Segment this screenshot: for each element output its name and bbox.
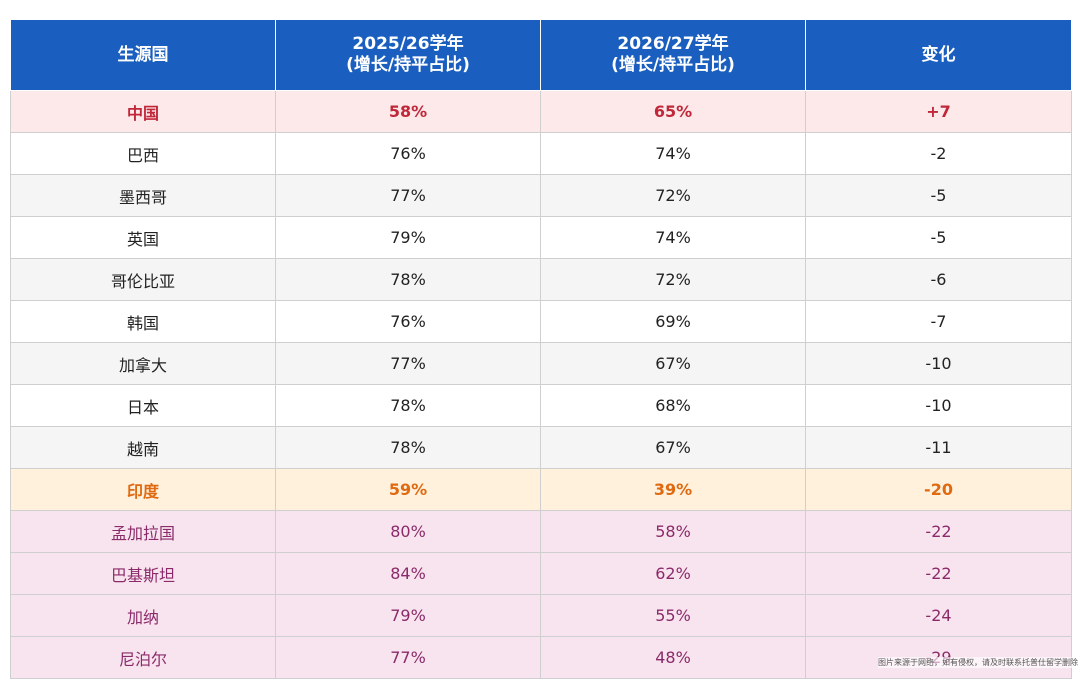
data-table: 生源国 2025/26学年 (增长/持平占比) 2026/27学年 (增长/持平…	[10, 19, 1072, 679]
cell-change: -5	[805, 216, 1072, 259]
table-row: 越南 78% 67% -11	[10, 426, 1072, 469]
cell-change: -10	[805, 342, 1072, 385]
cell-change: -10	[805, 384, 1072, 427]
header-2025: 2025/26学年 (增长/持平占比)	[275, 19, 541, 91]
cell-country: 孟加拉国	[10, 510, 276, 553]
cell-2026: 48%	[540, 636, 806, 679]
table-row: 巴基斯坦 84% 62% -22	[10, 552, 1072, 595]
cell-country: 尼泊尔	[10, 636, 276, 679]
header-2026-label: 2026/27学年	[617, 34, 729, 54]
cell-2026: 55%	[540, 594, 806, 637]
cell-change: -7	[805, 300, 1072, 343]
cell-2026: 39%	[540, 468, 806, 511]
cell-country: 越南	[10, 426, 276, 469]
cell-change: -22	[805, 552, 1072, 595]
header-country: 生源国	[10, 19, 276, 91]
cell-2026: 72%	[540, 258, 806, 301]
cell-country: 韩国	[10, 300, 276, 343]
cell-country: 哥伦比亚	[10, 258, 276, 301]
cell-2025: 77%	[275, 342, 541, 385]
table-row: 印度 59% 39% -20	[10, 468, 1072, 511]
cell-country: 印度	[10, 468, 276, 511]
cell-2025: 59%	[275, 468, 541, 511]
cell-2026: 67%	[540, 426, 806, 469]
table-row: 墨西哥 77% 72% -5	[10, 174, 1072, 217]
cell-change: -5	[805, 174, 1072, 217]
table-body: 中国 58% 65% +7 巴西 76% 74% -2 墨西哥 77% 72% -5 英国 79% 74% -…	[10, 90, 1072, 679]
cell-change: -24	[805, 594, 1072, 637]
header-change: 变化	[805, 19, 1072, 91]
table-row: 日本 78% 68% -10	[10, 384, 1072, 427]
cell-change: -22	[805, 510, 1072, 553]
header-2025-label: 2025/26学年	[352, 34, 464, 54]
table-row: 英国 79% 74% -5	[10, 216, 1072, 259]
cell-2026: 67%	[540, 342, 806, 385]
cell-country: 英国	[10, 216, 276, 259]
cell-country: 巴基斯坦	[10, 552, 276, 595]
header-change-label: 变化	[921, 44, 956, 65]
table-row: 哥伦比亚 78% 72% -6	[10, 258, 1072, 301]
cell-2025: 80%	[275, 510, 541, 553]
cell-2025: 78%	[275, 258, 541, 301]
cell-2026: 69%	[540, 300, 806, 343]
cell-2025: 76%	[275, 132, 541, 175]
table-row: 韩国 76% 69% -7	[10, 300, 1072, 343]
table-row: 孟加拉国 80% 58% -22	[10, 510, 1072, 553]
cell-2026: 72%	[540, 174, 806, 217]
header-2026-sub: (增长/持平占比)	[611, 55, 735, 75]
table-row: 中国 58% 65% +7	[10, 90, 1072, 133]
cell-2025: 79%	[275, 594, 541, 637]
table-row: 加纳 79% 55% -24	[10, 594, 1072, 637]
cell-2025: 76%	[275, 300, 541, 343]
cell-2026: 74%	[540, 216, 806, 259]
header-row: 生源国 2025/26学年 (增长/持平占比) 2026/27学年 (增长/持平…	[10, 19, 1072, 91]
cell-2025: 78%	[275, 426, 541, 469]
table-row: 加拿大 77% 67% -10	[10, 342, 1072, 385]
cell-2026: 65%	[540, 90, 806, 133]
cell-country: 日本	[10, 384, 276, 427]
header-country-label: 生源国	[117, 44, 169, 65]
cell-2025: 78%	[275, 384, 541, 427]
header-2026: 2026/27学年 (增长/持平占比)	[540, 19, 806, 91]
cell-country: 中国	[10, 90, 276, 133]
cell-2026: 58%	[540, 510, 806, 553]
cell-country: 墨西哥	[10, 174, 276, 217]
cell-change: -20	[805, 468, 1072, 511]
watermark-text: 图片来源于网络，如有侵权，请及时联系托普仕留学删除	[878, 657, 1078, 668]
cell-country: 巴西	[10, 132, 276, 175]
cell-change: +7	[805, 90, 1072, 133]
cell-2025: 58%	[275, 90, 541, 133]
cell-2026: 74%	[540, 132, 806, 175]
cell-change: -2	[805, 132, 1072, 175]
table-row: 巴西 76% 74% -2	[10, 132, 1072, 175]
cell-2025: 77%	[275, 174, 541, 217]
cell-2025: 79%	[275, 216, 541, 259]
cell-country: 加拿大	[10, 342, 276, 385]
cell-2026: 68%	[540, 384, 806, 427]
cell-change: -6	[805, 258, 1072, 301]
cell-country: 加纳	[10, 594, 276, 637]
cell-2025: 77%	[275, 636, 541, 679]
cell-change: -11	[805, 426, 1072, 469]
cell-2026: 62%	[540, 552, 806, 595]
header-2025-sub: (增长/持平占比)	[346, 55, 470, 75]
cell-2025: 84%	[275, 552, 541, 595]
